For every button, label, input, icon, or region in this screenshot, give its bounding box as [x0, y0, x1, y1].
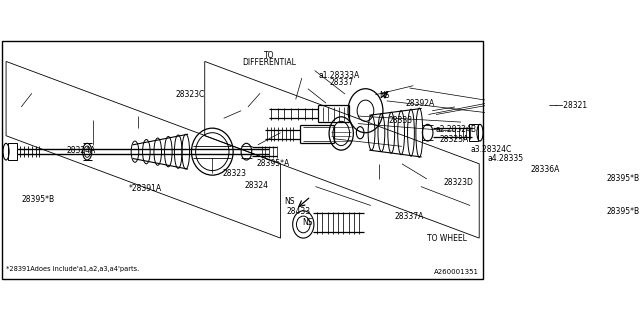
Text: TO: TO: [264, 51, 275, 60]
Text: NS: NS: [379, 91, 390, 100]
Text: NS: NS: [284, 197, 295, 206]
Text: 28323: 28323: [223, 169, 247, 178]
Text: 28324: 28324: [245, 180, 269, 189]
Text: *28391Adoes include'a1,a2,a3,a4'parts.: *28391Adoes include'a1,a2,a3,a4'parts.: [6, 266, 140, 272]
Text: 28395*A: 28395*A: [256, 159, 289, 168]
Text: A260001351: A260001351: [434, 269, 479, 275]
Text: 28323D: 28323D: [444, 178, 474, 187]
Text: 28336A: 28336A: [531, 164, 560, 173]
Text: 28395*B: 28395*B: [21, 195, 54, 204]
Text: DIFFERENTIAL: DIFFERENTIAL: [242, 59, 296, 68]
Text: a1.28333A: a1.28333A: [319, 71, 360, 80]
Text: 28324A: 28324A: [67, 147, 96, 156]
Text: TO WHEEL: TO WHEEL: [427, 234, 467, 243]
Text: 28337: 28337: [330, 78, 354, 87]
Text: 28323A: 28323A: [440, 135, 469, 144]
Text: 28323C: 28323C: [176, 90, 205, 99]
Text: a4.28335: a4.28335: [488, 154, 524, 163]
Text: *28391A: *28391A: [129, 184, 162, 193]
Text: 28395*B: 28395*B: [607, 207, 640, 216]
Text: a3.28324C: a3.28324C: [470, 145, 511, 154]
Text: 28433: 28433: [287, 207, 311, 216]
Text: a2.28324B: a2.28324B: [436, 125, 477, 134]
Text: 28395*B: 28395*B: [607, 174, 640, 183]
Text: 28392A: 28392A: [406, 99, 435, 108]
Text: 28333: 28333: [388, 116, 412, 125]
Text: 28337A: 28337A: [394, 212, 424, 221]
Text: ——28321: ——28321: [548, 101, 588, 110]
Text: NS: NS: [302, 218, 312, 227]
